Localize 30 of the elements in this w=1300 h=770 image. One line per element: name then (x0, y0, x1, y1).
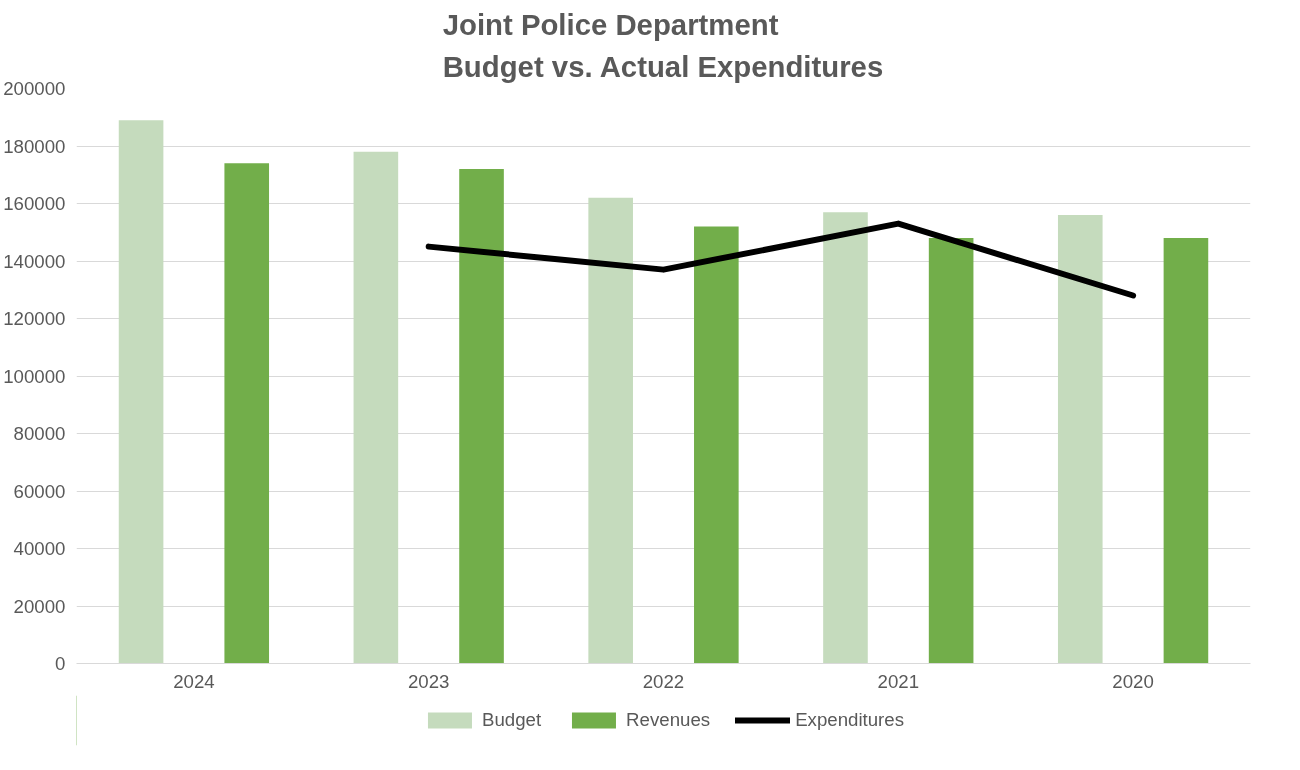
bar (353, 151, 399, 664)
x-tick-label: 2021 (877, 670, 920, 692)
x-tick-label: 2024 (173, 670, 215, 692)
legend-label: Expenditures (795, 709, 905, 731)
bar (1057, 215, 1103, 664)
y-tick-label: 80000 (13, 423, 66, 444)
y-tick-label: 20000 (13, 595, 66, 617)
y-tick-label: 180000 (3, 135, 66, 157)
bar (928, 238, 974, 664)
y-tick-label: 160000 (3, 193, 66, 214)
bar (588, 197, 633, 664)
bar (823, 212, 868, 664)
bar (224, 163, 270, 664)
y-tick-label: 0 (55, 653, 66, 674)
x-tick-label: 2023 (407, 670, 450, 692)
y-tick-label: 40000 (13, 538, 66, 559)
legend-label: Budget (481, 709, 542, 731)
y-tick-label: 120000 (3, 308, 66, 329)
y-tick-label: 140000 (3, 250, 66, 272)
x-tick-label: 2020 (1112, 670, 1154, 692)
bar (118, 120, 164, 664)
y-tick-label: 100000 (3, 365, 66, 387)
y-tick-label: 60000 (13, 480, 66, 502)
bar (1163, 238, 1209, 664)
bar (694, 226, 739, 664)
x-tick-label: 2022 (642, 670, 685, 692)
legend-label: Revenues (626, 709, 711, 731)
bar (459, 169, 504, 664)
y-tick-label: 200000 (3, 78, 66, 99)
chart-title: Joint Police Department Budget vs. Actual Expenditures (442, 7, 884, 84)
